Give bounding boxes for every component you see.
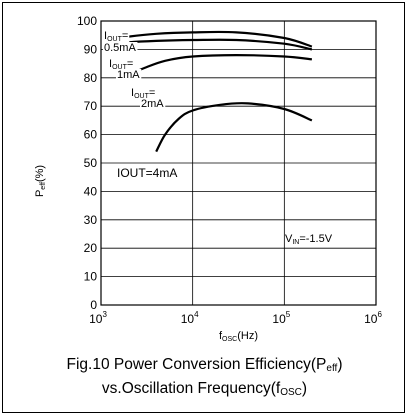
y-tick-label: 50 <box>84 156 98 170</box>
annotation-a2-l1: IOUT= <box>131 87 155 100</box>
caption-line-2: vs.Oscillation Frequency(fOSC) <box>3 379 406 403</box>
y-axis-label: Peff(%) <box>34 165 47 197</box>
annotation-a4: IOUT=4mA <box>117 166 177 180</box>
annotation-a1-l1: IOUT= <box>109 58 133 71</box>
caption-line-1-sub: eff <box>326 363 338 374</box>
x-axis-label: fOSC(Hz) <box>219 330 258 343</box>
efficiency-chart: 0 10 20 30 40 50 60 70 80 90 100 103 104 105 106 Peff(%… <box>34 14 382 343</box>
y-tick-label: 0 <box>90 298 97 312</box>
figure-caption: Fig.10 Power Conversion Efficiency(Peff)… <box>3 355 406 403</box>
y-tick-label: 30 <box>84 213 98 227</box>
annotation-background <box>103 30 130 43</box>
x-tick-label: 104 <box>181 310 199 326</box>
annotation-a05-l1: IOUT= <box>104 30 128 43</box>
y-tick-label: 20 <box>84 241 98 255</box>
x-tick-label: 105 <box>272 310 290 326</box>
annotation-background <box>103 42 138 54</box>
y-tick-label: 10 <box>84 270 98 284</box>
annotation-background <box>116 166 179 180</box>
figure-frame: 0 10 20 30 40 50 60 70 80 90 100 103 104 105 106 Peff(%… <box>2 2 405 413</box>
series-line-3 <box>128 53 312 77</box>
x-tick-label: 106 <box>364 310 382 326</box>
annotation-a05-l2: 0.5mA <box>104 42 136 54</box>
caption-line-1: Fig.10 Power Conversion Efficiency(Peff) <box>3 355 406 379</box>
caption-line-2-tail: ) <box>301 380 308 397</box>
caption-line-2-text: vs.Oscillation Frequency(f <box>101 380 281 397</box>
y-tick-label: 90 <box>84 42 98 56</box>
annotation-background <box>116 69 142 81</box>
caption-line-1-tail: ) <box>337 356 343 373</box>
series-line-2 <box>114 38 313 51</box>
annotation-background <box>130 87 157 100</box>
caption-line-1-text: Fig.10 Power Conversion Efficiency(P <box>66 356 327 373</box>
series-line-4 <box>155 102 313 153</box>
annotation-vin: VIN=-1.5V <box>285 233 333 246</box>
plot-border <box>100 20 377 306</box>
caption-line-2-sub: OSC <box>280 387 302 398</box>
annotation-a1-l2: 1mA <box>117 69 140 81</box>
x-tick-label: 103 <box>89 310 107 326</box>
annotation-background <box>140 98 166 110</box>
y-tick-label: 40 <box>84 184 98 198</box>
y-tick-label: 70 <box>84 99 98 113</box>
y-tick-label: 60 <box>84 128 98 142</box>
y-tick-label: 100 <box>77 14 97 28</box>
y-tick-label: 80 <box>84 71 98 85</box>
annotation-a2-l2: 2mA <box>141 98 164 110</box>
annotation-background <box>108 58 135 71</box>
